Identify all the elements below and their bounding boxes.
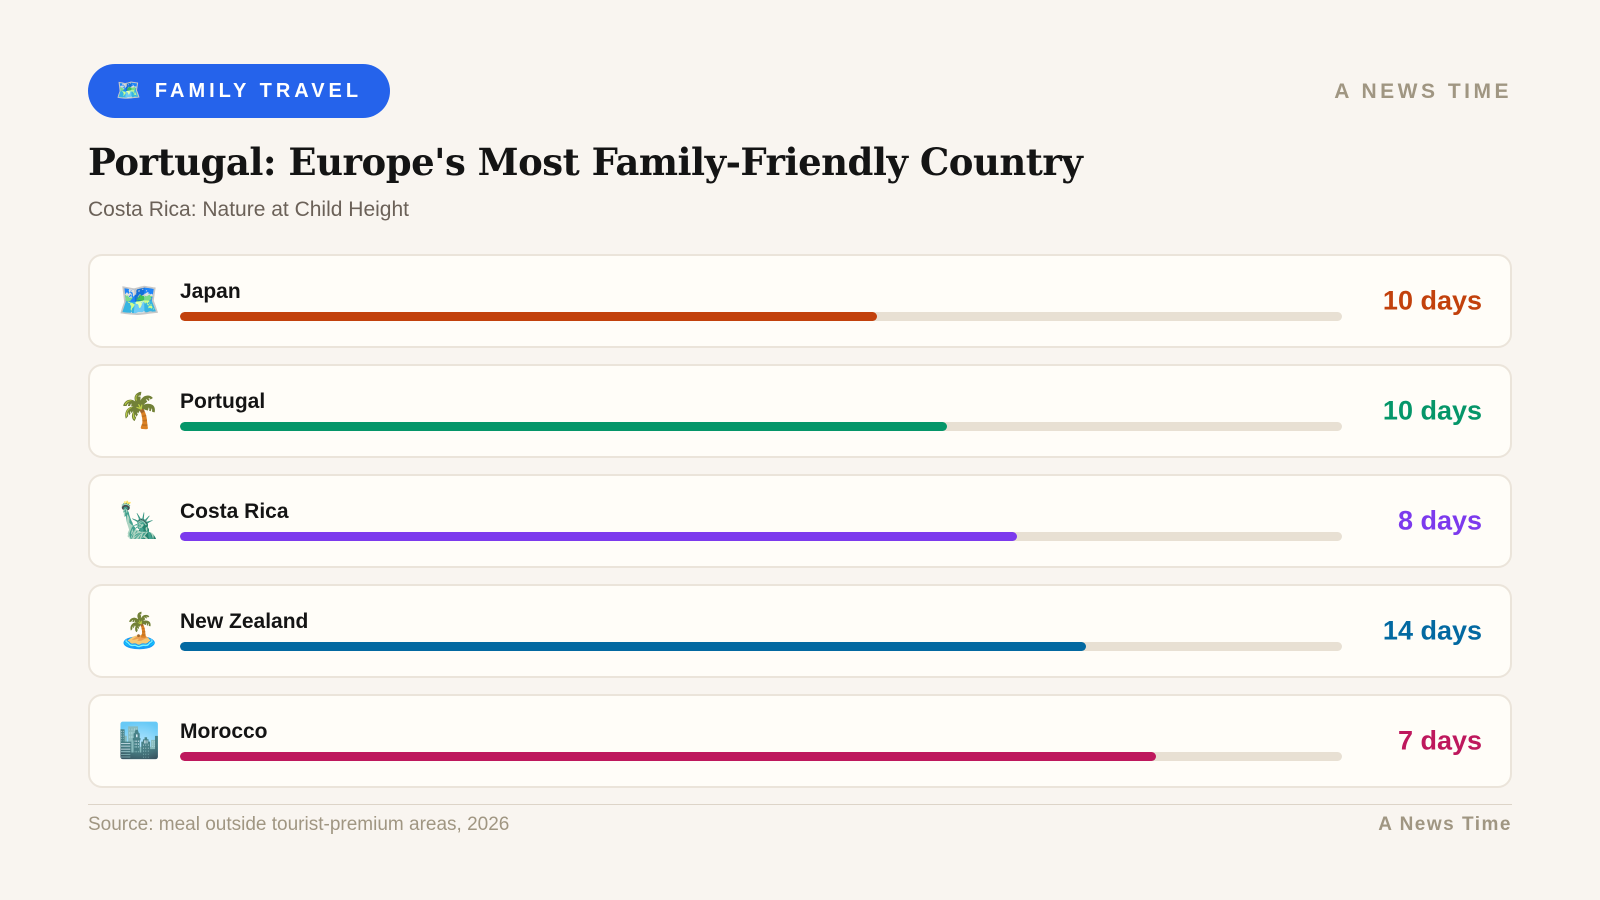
- bar-value-label: 7 days: [1397, 725, 1482, 756]
- bar: [180, 532, 1017, 541]
- header-brand: A NEWS TIME: [1334, 80, 1512, 103]
- bar-row: 🏝️ New Zealand 14 days: [88, 584, 1512, 678]
- bar-label: Costa Rica: [180, 500, 289, 523]
- footer-brand: A News Time: [1378, 814, 1512, 835]
- bar-value-label: 10 days: [1382, 395, 1482, 426]
- bar-value-label: 10 days: [1382, 285, 1482, 316]
- bar: [180, 422, 947, 431]
- bar-label: Portugal: [180, 390, 266, 413]
- chart-title: Portugal: Europe's Most Family-Friendly …: [88, 140, 1083, 184]
- footer-divider: [88, 804, 1512, 805]
- bar: [180, 642, 1087, 651]
- bar-track: [180, 752, 1342, 761]
- category-pill: 🗺️ FAMILY TRAVEL: [88, 64, 391, 118]
- map-icon: 🗺️: [116, 80, 141, 102]
- map-icon: 🗺️: [118, 282, 161, 320]
- bar: [180, 752, 1157, 761]
- bar-label: Morocco: [180, 720, 268, 743]
- category-label: FAMILY TRAVEL: [154, 79, 363, 102]
- bar-row: 🗺️ Japan 10 days: [88, 254, 1512, 348]
- bar-row: 🏙️ Morocco 7 days: [88, 694, 1512, 788]
- statue-of-liberty-icon: 🗽: [118, 502, 161, 540]
- bar-value-label: 14 days: [1382, 615, 1482, 646]
- bar-track: [180, 422, 1342, 431]
- cityscape-icon: 🏙️: [118, 722, 161, 760]
- bar-track: [180, 312, 1342, 321]
- desert-island-icon: 🏝️: [118, 612, 161, 650]
- chart-subtitle: Costa Rica: Nature at Child Height: [88, 198, 409, 221]
- bar-row: 🌴 Portugal 10 days: [88, 364, 1512, 458]
- bar-value-label: 8 days: [1397, 505, 1482, 536]
- palm-tree-icon: 🌴: [118, 392, 161, 430]
- bar-track: [180, 642, 1342, 651]
- bar-rows: 🗺️ Japan 10 days 🌴 Portugal 10 days 🗽 Costa Ric…: [88, 254, 1512, 804]
- bar-row: 🗽 Costa Rica 8 days: [88, 474, 1512, 568]
- source-note: Source: meal outside tourist-premium are…: [88, 814, 510, 835]
- bar-label: New Zealand: [180, 610, 309, 633]
- bar-track: [180, 532, 1342, 541]
- bar-label: Japan: [180, 280, 241, 303]
- bar: [180, 312, 878, 321]
